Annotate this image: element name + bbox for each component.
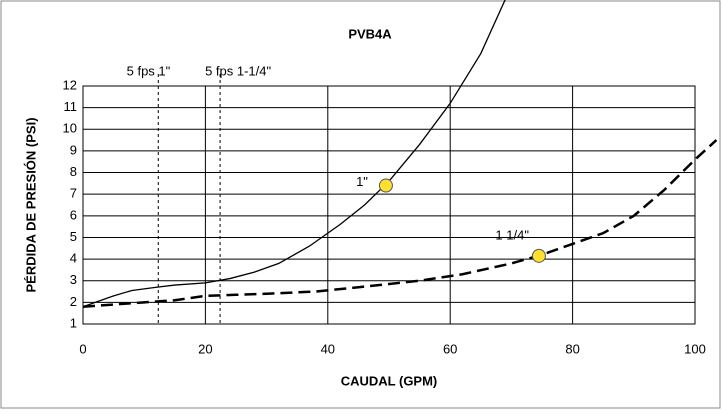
y-tick-label: 11 — [64, 99, 78, 114]
plot-border — [82, 85, 696, 325]
y-tick-label: 3 — [70, 272, 77, 287]
x-tick-label: 20 — [198, 341, 212, 356]
series-label: 1 1/4" — [495, 227, 529, 242]
y-tick-label: 6 — [70, 207, 77, 222]
series-line — [82, 0, 506, 308]
series-line — [82, 139, 718, 308]
y-tick-label: 4 — [70, 251, 77, 266]
x-tick-label: 0 — [79, 341, 86, 356]
y-tick-label: 12 — [63, 77, 77, 92]
highlight-marker — [531, 248, 546, 263]
y-tick-label: 9 — [70, 142, 77, 157]
chart-title: PVB4A — [348, 26, 392, 41]
y-tick-label: 2 — [70, 294, 77, 309]
y-tick-label: 1 — [70, 315, 77, 330]
x-tick-label: 60 — [443, 341, 457, 356]
y-tick-label: 5 — [70, 229, 77, 244]
y-tick-label: 8 — [70, 164, 77, 179]
x-tick-label: 40 — [321, 341, 335, 356]
x-axis-label: CAUDAL (GPM) — [341, 373, 438, 388]
highlight-marker — [378, 178, 393, 193]
reference-label: 5 fps 1" — [127, 63, 171, 78]
x-tick-label: 80 — [565, 341, 579, 356]
reference-label: 5 fps 1-1/4" — [205, 63, 271, 78]
y-axis-label: PÉRDIDA DE PRESIÓN (PSI) — [23, 117, 38, 292]
x-tick-label: 100 — [684, 341, 706, 356]
y-tick-label: 10 — [63, 121, 77, 136]
y-tick-label: 7 — [70, 186, 77, 201]
series-label: 1" — [356, 174, 368, 189]
